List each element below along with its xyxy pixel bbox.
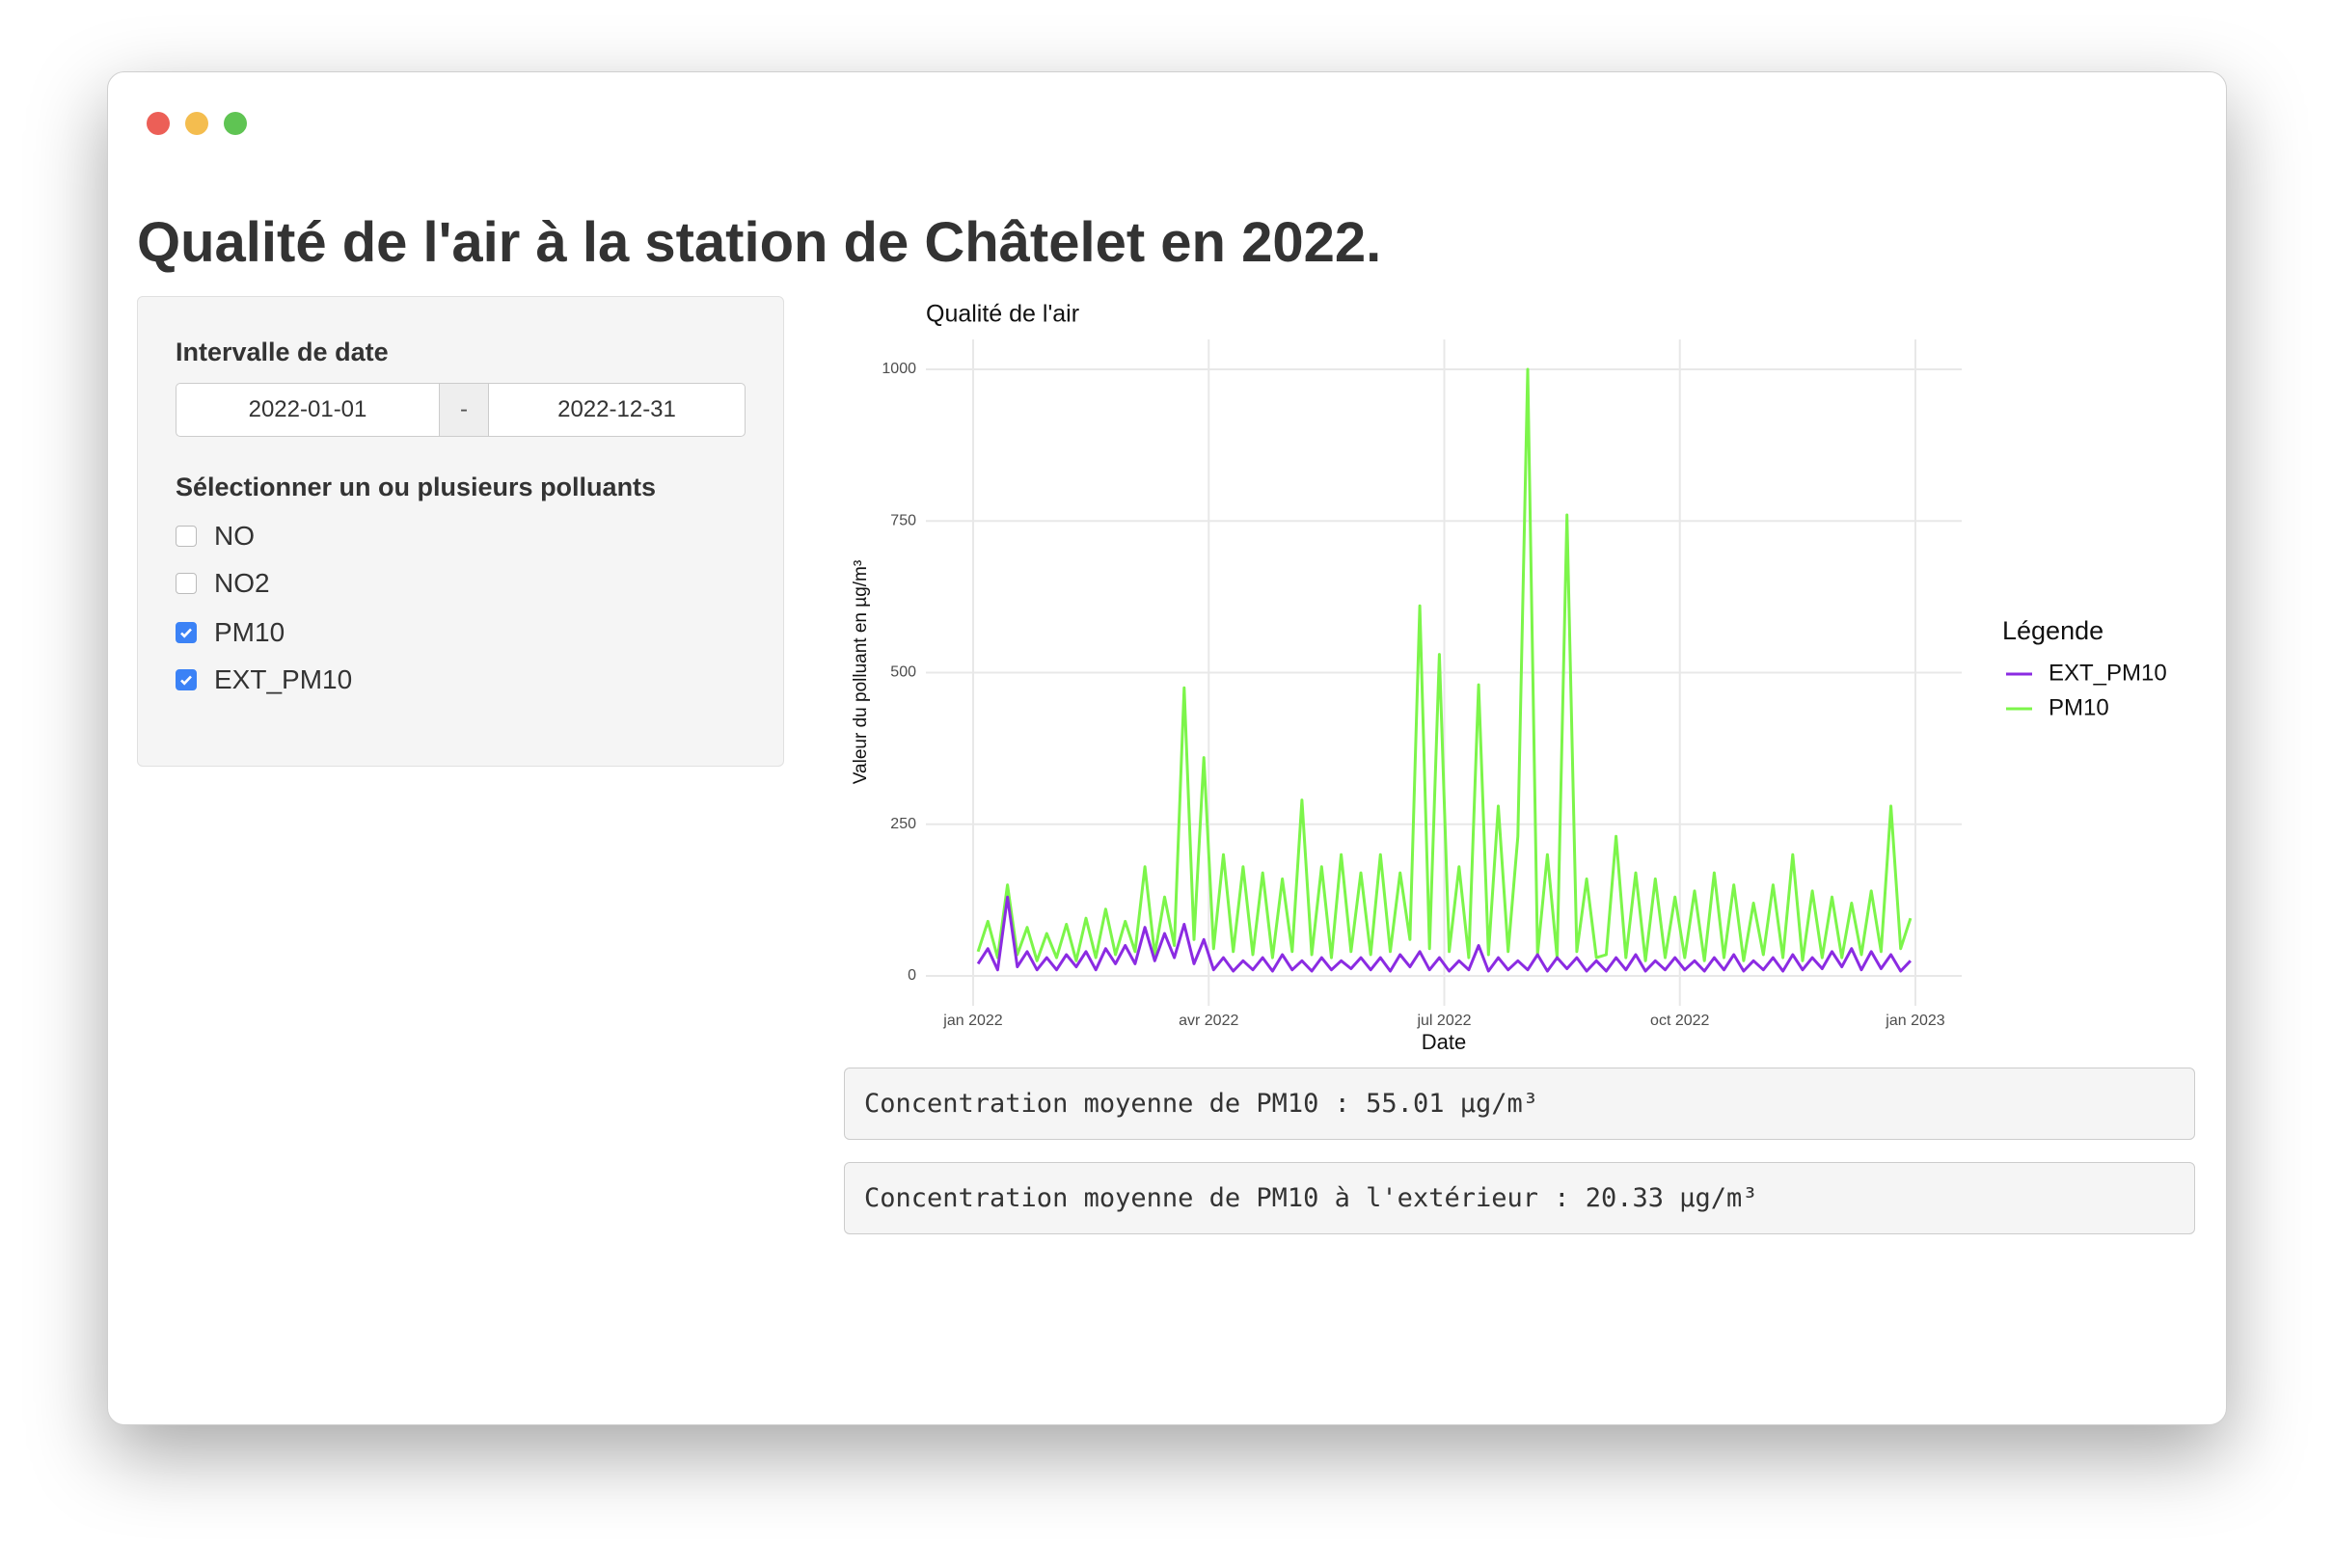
pollutant-option[interactable]: EXT_PM10: [176, 661, 352, 699]
date-start-input[interactable]: 2022-01-01: [176, 383, 440, 437]
data-line: [976, 367, 1913, 962]
date-range-label: Intervalle de date: [176, 338, 389, 366]
x-tick-label: oct 2022: [1650, 1013, 1709, 1029]
option-label: NO: [214, 521, 255, 551]
check-icon: [180, 675, 192, 686]
option-label: EXT_PM10: [214, 664, 353, 694]
option-label: PM10: [214, 617, 285, 647]
sidebar-panel: [137, 296, 784, 767]
pollutant-option[interactable]: NO2: [176, 564, 270, 603]
date-end-input[interactable]: 2022-12-31: [488, 383, 746, 437]
checkbox[interactable]: [176, 526, 197, 547]
checkbox[interactable]: [176, 669, 197, 690]
y-tick-label: 1000: [882, 361, 916, 377]
legend-label: PM10: [2049, 694, 2109, 720]
legend-label: EXT_PM10: [2049, 660, 2167, 686]
x-tick-label: jan 2022: [942, 1013, 1002, 1029]
check-icon: [180, 628, 192, 638]
y-tick-label: 500: [890, 664, 916, 681]
y-axis-title: Valeur du polluant en µg/m³: [851, 560, 871, 784]
x-tick-label: jul 2022: [1416, 1013, 1471, 1029]
pollutants-label: Sélectionner un ou plusieurs polluants: [176, 473, 657, 501]
output-mean-pm10: Concentration moyenne de PM10 : 55.01 µg…: [844, 1068, 2195, 1140]
legend-title: Légende: [2002, 616, 2103, 645]
x-tick-label: jan 2023: [1885, 1013, 1944, 1029]
output-mean-ext-pm10: Concentration moyenne de PM10 à l'extéri…: [844, 1162, 2195, 1234]
x-axis-title: Date: [1422, 1030, 1466, 1054]
close-button[interactable]: [147, 112, 170, 135]
chart-title: Qualité de l'air: [926, 301, 1079, 328]
checkbox[interactable]: [176, 573, 197, 594]
pollutant-option[interactable]: NO: [176, 517, 255, 555]
zoom-button[interactable]: [224, 112, 247, 135]
page-title: Qualité de l'air à la station de Châtele…: [137, 211, 1382, 274]
option-label: NO2: [214, 568, 270, 598]
x-tick-label: avr 2022: [1179, 1013, 1238, 1029]
y-tick-label: 0: [908, 967, 916, 984]
data-line: [976, 895, 1912, 973]
checkbox[interactable]: [176, 622, 197, 643]
date-separator: -: [439, 383, 489, 437]
y-tick-label: 250: [890, 816, 916, 832]
minimize-button[interactable]: [185, 112, 208, 135]
y-tick-label: 750: [890, 512, 916, 528]
pollutant-option[interactable]: PM10: [176, 613, 285, 652]
